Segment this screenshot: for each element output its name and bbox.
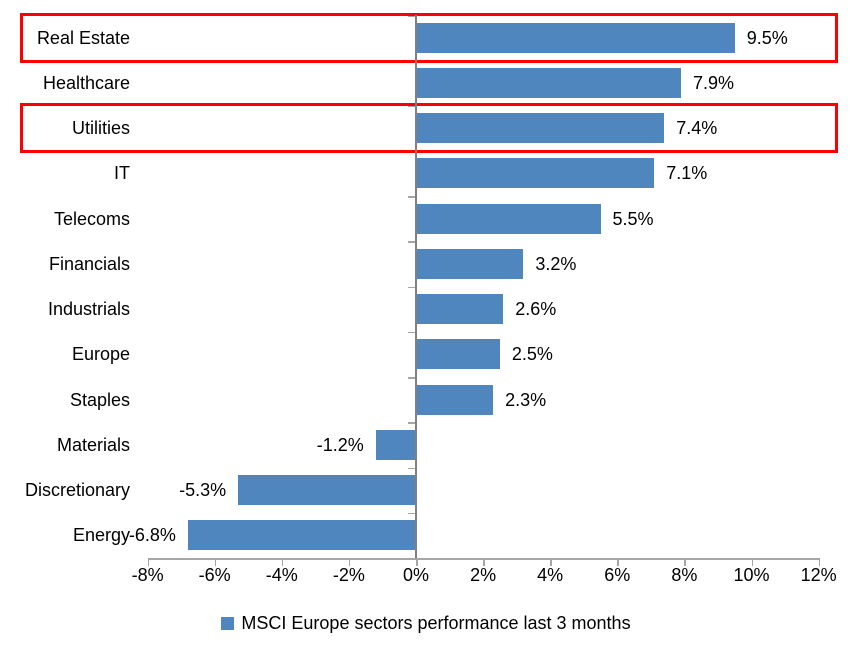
x-axis-tick: [416, 558, 418, 566]
category-tick: [408, 331, 415, 334]
category-tick: [408, 241, 415, 243]
category-tick: [408, 286, 415, 288]
x-axis-tick-label: -8%: [131, 565, 164, 585]
x-axis-tick: [147, 558, 150, 566]
legend: MSCI Europe sectors performance last 3 m…: [0, 611, 852, 635]
x-axis-tick-label: 4%: [537, 565, 564, 585]
bar: [416, 67, 682, 98]
category-label: Staples: [69, 389, 130, 410]
x-axis-tick-label: 10%: [733, 565, 770, 585]
category-label: Utilities: [71, 118, 130, 139]
y-axis-line: [415, 15, 417, 559]
bar: [375, 429, 416, 460]
x-axis-tick-label: -4%: [265, 565, 298, 585]
value-label: 5.5%: [612, 208, 654, 229]
bar: [416, 384, 494, 415]
x-axis-tick: [214, 558, 217, 566]
category-label: IT: [114, 163, 130, 184]
x-axis-tick: [281, 558, 284, 566]
category-label: Industrials: [47, 299, 130, 320]
value-label: 7.4%: [676, 118, 718, 139]
bar: [416, 158, 655, 189]
x-axis-tick: [348, 558, 351, 566]
legend-label: MSCI Europe sectors performance last 3 m…: [241, 612, 631, 633]
category-label: Telecoms: [53, 208, 130, 229]
value-label: -1.2%: [316, 434, 364, 455]
x-axis-tick-label: -6%: [198, 565, 231, 585]
value-label: -5.3%: [179, 480, 227, 501]
highlight-box: [20, 103, 838, 154]
bar: [187, 520, 416, 551]
x-axis-tick: [751, 558, 753, 566]
x-axis-line: [148, 558, 819, 560]
x-axis-tick: [550, 558, 552, 566]
category-label: Healthcare: [42, 72, 130, 93]
bar: [416, 248, 524, 279]
x-axis-tick: [617, 558, 619, 566]
category-label: Financials: [48, 253, 130, 274]
value-label: 2.5%: [511, 344, 553, 365]
category-tick: [408, 196, 415, 198]
x-axis-tick: [818, 558, 821, 566]
bar: [416, 294, 504, 325]
x-axis-tick-label: 6%: [604, 565, 631, 585]
x-axis-tick-label: 8%: [671, 565, 698, 585]
bar: [416, 339, 500, 370]
bar: [416, 203, 601, 234]
value-label: 7.1%: [666, 163, 708, 184]
x-axis-tick-label: 0%: [402, 565, 429, 585]
value-label: 9.5%: [746, 27, 788, 48]
x-axis-tick: [684, 558, 686, 566]
category-label: Europe: [71, 344, 130, 365]
value-label: 2.6%: [515, 299, 557, 320]
value-label: 2.3%: [505, 389, 547, 410]
category-label: Energy: [72, 525, 130, 546]
value-label: 3.2%: [535, 253, 577, 274]
value-label: 7.9%: [693, 72, 735, 93]
category-tick: [408, 467, 415, 469]
category-tick: [408, 422, 415, 424]
bar: [416, 22, 735, 53]
value-label: -6.8%: [128, 525, 176, 546]
category-label: Discretionary: [24, 480, 130, 501]
category-tick: [408, 15, 415, 17]
category-label: Materials: [56, 434, 130, 455]
x-axis-tick-label: 12%: [800, 565, 837, 585]
highlight-box: [20, 12, 838, 63]
bar: [416, 113, 665, 144]
category-tick: [408, 512, 415, 515]
x-axis-tick-label: -2%: [332, 565, 365, 585]
legend-swatch: [221, 616, 235, 630]
category-tick: [408, 105, 415, 107]
x-axis-tick: [483, 558, 485, 566]
x-axis-tick-label: 2%: [470, 565, 497, 585]
category-label: Real Estate: [36, 27, 130, 48]
bar: [238, 475, 416, 506]
category-tick: [408, 377, 415, 379]
